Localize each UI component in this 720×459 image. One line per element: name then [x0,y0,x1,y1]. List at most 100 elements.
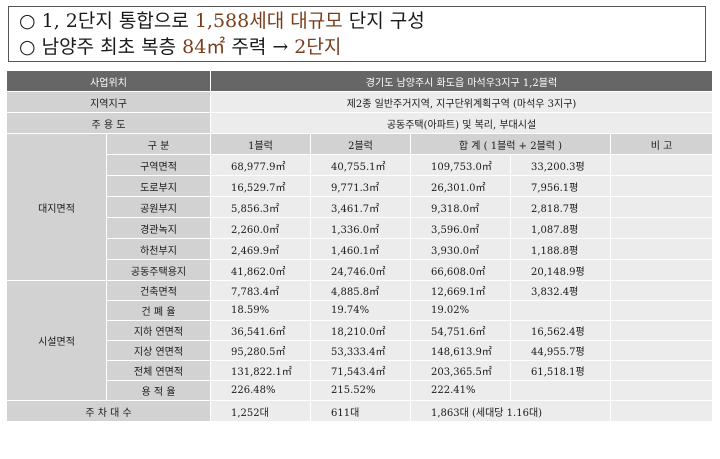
total-m2-cell: 66,608.0㎡ [410,259,511,281]
row-label: 건축면적 [106,280,211,301]
total-pyeong-cell: 3,832.4평 [510,280,611,301]
block2-cell: 71,543.4㎡ [310,360,411,381]
block2-cell: 1,460.1㎡ [310,238,411,260]
block2-cell: 53,333.4㎡ [310,340,411,361]
table-row: 공원부지 5,856.3㎡ 3,461.7㎡ 9,318.0㎡ 2,818.7평 [7,196,713,218]
note-cell [610,259,713,281]
row-label: 구역면적 [106,154,211,176]
row-label: 하천부지 [106,238,211,260]
block1-cell: 7,783.4㎡ [210,280,311,301]
note-cell [610,320,713,341]
col-total: 합 계 ( 1블럭 + 2블럭 ) [410,133,611,155]
total-m2-cell: 148,613.9㎡ [410,340,511,361]
table-row: 하천부지 2,469.9㎡ 1,460.1㎡ 3,930.0㎡ 1,188.8평 [7,238,713,260]
headline-2-text-a: ○ 남양주 최초 복층 [19,36,183,58]
note-cell [610,175,713,197]
total-pyeong-cell: 33,200.3평 [510,154,611,176]
parking-row: 주 차 대 수 1,252대 611대 1,863대 (세대당 1.16대) [6,400,713,422]
block2-cell: 215.52% [310,380,411,401]
headline-1-text-b: 단지 구성 [342,10,425,32]
parking-total: 1,863대 (세대당 1.16대) [410,400,611,422]
note-cell [610,380,713,401]
block1-cell: 41,862.0㎡ [210,259,311,281]
table-row: 용 적 율 226.48% 215.52% 222.41% [7,380,713,401]
row-label: 공동주택용지 [106,259,211,281]
block1-cell: 131,822.1㎡ [210,360,311,381]
headline-box: ○ 1, 2단지 통합으로 1,588세대 대규모 단지 구성 ○ 남양주 최초… [8,6,706,62]
total-m2-cell: 9,318.0㎡ [410,196,511,218]
zone-value: 제2종 일반주거지역, 지구단위계획구역 (마석우 3지구) [210,91,713,113]
row-label: 지상 연면적 [106,340,211,361]
block2-cell: 24,746.0㎡ [310,259,411,281]
use-label: 주 용 도 [6,112,211,134]
zone-label: 지역지구 [6,91,211,113]
total-m2-cell: 222.41% [410,380,511,401]
zone-row: 지역지구 제2종 일반주거지역, 지구단위계획구역 (마석우 3지구) [6,91,713,113]
note-cell [610,340,713,361]
headline-2-highlight-area: 84㎡ [182,36,226,58]
table-row: 공동주택용지 41,862.0㎡ 24,746.0㎡ 66,608.0㎡ 20,… [7,259,713,281]
table-row: 지상 연면적 95,280.5㎡ 53,333.4㎡ 148,613.9㎡ 44… [7,340,713,361]
project-overview-table: 사업위치 경기도 남양주시 화도읍 마석우3지구 1,2블럭 지역지구 제2종 … [6,70,713,422]
row-label: 건 폐 율 [106,300,211,321]
col-block-2: 2블럭 [310,133,411,155]
total-m2-cell: 54,751.6㎡ [410,320,511,341]
block2-cell: 1,336.0㎡ [310,217,411,239]
row-label: 경관녹지 [106,217,211,239]
row-label: 전체 연면적 [106,360,211,381]
note-cell [610,300,713,321]
headline-1-highlight: 1,588세대 대규모 [194,10,343,32]
block2-cell: 18,210.0㎡ [310,320,411,341]
block1-cell: 5,856.3㎡ [210,196,311,218]
block2-cell: 40,755.1㎡ [310,154,411,176]
use-value: 공동주택(아파트) 및 복리, 부대시설 [210,112,713,134]
headline-1-text-a: ○ 1, 2단지 통합으로 [19,10,195,32]
column-header-row: 대지면적 구 분 1블럭 2블럭 합 계 ( 1블럭 + 2블럭 ) 비 고 [6,133,713,281]
block2-cell: 19.74% [310,300,411,321]
block1-cell: 18.59% [210,300,311,321]
row-label: 지하 연면적 [106,320,211,341]
total-pyeong-cell: 16,562.4평 [510,320,611,341]
block2-cell: 4,885.8㎡ [310,280,411,301]
site-label: 사업위치 [6,70,211,92]
note-cell [610,196,713,218]
block1-cell: 95,280.5㎡ [210,340,311,361]
parking-note [610,400,713,422]
table-row: 지하 연면적 36,541.6㎡ 18,210.0㎡ 54,751.6㎡ 16,… [7,320,713,341]
table-row: 경관녹지 2,260.0㎡ 1,336.0㎡ 3,596.0㎡ 1,087.8평 [7,217,713,239]
table-row: 시설면적 건축면적 7,783.4㎡ 4,885.8㎡ 12,669.1㎡ 3,… [6,280,713,401]
table-row: 전체 연면적 131,822.1㎡ 71,543.4㎡ 203,365.5㎡ 6… [7,360,713,381]
block1-cell: 68,977.9㎡ [210,154,311,176]
site-row: 사업위치 경기도 남양주시 화도읍 마석우3지구 1,2블럭 [6,70,713,92]
total-pyeong-cell: 1,087.8평 [510,217,611,239]
note-cell [610,154,713,176]
total-m2-cell: 12,669.1㎡ [410,280,511,301]
col-gubun: 구 분 [106,133,211,155]
col-block-1: 1블럭 [210,133,311,155]
block1-cell: 36,541.6㎡ [210,320,311,341]
total-m2-cell: 3,930.0㎡ [410,238,511,260]
headline-2-text-b: 주력 → [225,36,295,58]
note-cell [610,238,713,260]
total-pyeong-cell: 20,148.9평 [510,259,611,281]
row-label: 공원부지 [106,196,211,218]
headline-line-2: ○ 남양주 최초 복층 84㎡ 주력 → 2단지 [19,35,341,59]
total-pyeong-cell: 61,518.1평 [510,360,611,381]
total-pyeong-cell [510,380,611,401]
parking-label: 주 차 대 수 [6,400,211,422]
total-m2-cell: 26,301.0㎡ [410,175,511,197]
total-pyeong-cell: 2,818.7평 [510,196,611,218]
facility-group-label: 시설면적 [6,280,107,401]
site-value: 경기도 남양주시 화도읍 마석우3지구 1,2블럭 [210,70,713,92]
parking-block1: 1,252대 [210,400,311,422]
block1-cell: 2,469.9㎡ [210,238,311,260]
block1-cell: 226.48% [210,380,311,401]
block1-cell: 2,260.0㎡ [210,217,311,239]
col-note: 비 고 [610,133,713,155]
note-cell [610,280,713,301]
land-group-label: 대지면적 [6,133,107,281]
total-m2-cell: 3,596.0㎡ [410,217,511,239]
block2-cell: 9,771.3㎡ [310,175,411,197]
note-cell [610,217,713,239]
total-m2-cell: 203,365.5㎡ [410,360,511,381]
